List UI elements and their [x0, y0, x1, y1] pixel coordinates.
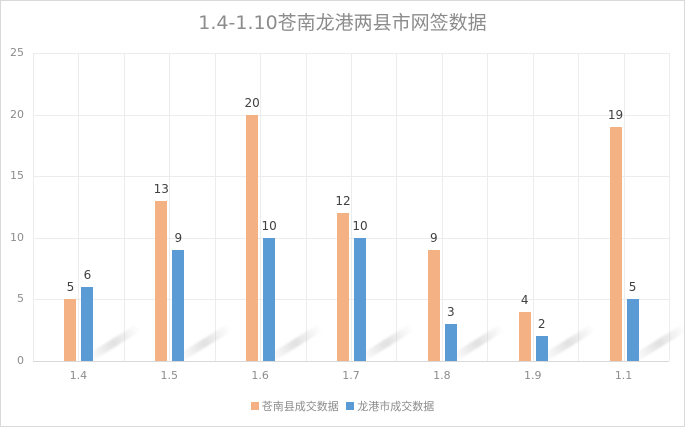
gridline-vertical: [169, 53, 170, 361]
y-tick-label: 20: [10, 107, 24, 121]
data-label: 5: [628, 280, 637, 295]
gridline-vertical: [396, 53, 397, 361]
data-label: 19: [607, 107, 624, 122]
data-label: 5: [66, 280, 75, 295]
gridline-vertical: [442, 53, 443, 361]
data-label: 10: [261, 218, 277, 233]
y-tick-label: 25: [10, 46, 24, 59]
legend-swatch-icon: [250, 402, 259, 410]
bar-cangnan[interactable]: [155, 200, 168, 361]
x-axis-line: [33, 361, 669, 362]
gridline-vertical: [260, 53, 261, 361]
x-tick-label: 1.7: [342, 369, 360, 382]
y-tick-label: 5: [17, 292, 24, 306]
y-tick-label: 10: [10, 230, 24, 244]
bar-cangnan[interactable]: [518, 311, 531, 361]
chart-title: 1.4-1.10苍南龙港两县市网签数据: [198, 12, 487, 34]
x-tick-label: 1.4: [69, 369, 88, 382]
bar-shadow: [358, 323, 415, 363]
data-label: 9: [430, 231, 438, 246]
bar-cangnan[interactable]: [246, 114, 259, 361]
gridline-vertical: [669, 53, 670, 361]
legend-item-cangnan[interactable]: 苍南县成交数据: [250, 398, 339, 414]
bar-cangnan[interactable]: [427, 250, 440, 361]
x-tick-label: 1.9: [523, 369, 542, 382]
legend-label: 苍南县成交数据: [261, 400, 339, 413]
data-label: 13: [153, 181, 169, 196]
gridline-vertical: [487, 53, 488, 361]
gridline-vertical: [578, 53, 579, 361]
data-label: 3: [447, 305, 455, 320]
bar-longgang[interactable]: [172, 250, 185, 361]
legend: 苍南县成交数据 龙港市成交数据: [0, 398, 685, 414]
gridline-vertical: [215, 53, 216, 361]
bar-cangnan[interactable]: [64, 299, 77, 361]
data-label: 12: [335, 194, 351, 209]
bar-longgang[interactable]: [81, 287, 94, 361]
y-tick-label: 0: [17, 354, 24, 367]
gridline-vertical: [533, 53, 534, 361]
data-label: 2: [537, 317, 546, 332]
data-label: 9: [174, 231, 183, 246]
data-label: 6: [83, 268, 92, 283]
bar-shadow: [177, 323, 233, 363]
data-label: 4: [520, 292, 529, 307]
bar-cangnan[interactable]: [609, 126, 622, 361]
bar-longgang[interactable]: [354, 237, 366, 361]
bar-shadow: [268, 323, 324, 363]
bar-longgang[interactable]: [263, 237, 276, 361]
legend-swatch-icon: [346, 402, 355, 410]
gridline-vertical: [624, 53, 625, 361]
x-tick-label: 1.1: [614, 369, 633, 382]
x-tick-label: 1.6: [251, 369, 269, 382]
gridline-vertical: [351, 53, 352, 361]
gridline-vertical: [306, 53, 307, 361]
gridline-vertical: [78, 53, 79, 361]
legend-item-longgang[interactable]: 龙港市成交数据: [346, 398, 434, 414]
gridline-vertical: [124, 53, 125, 361]
x-tick-label: 1.8: [433, 369, 451, 382]
gridline-vertical: [33, 53, 34, 361]
x-tick-label: 1.5: [160, 369, 179, 382]
bar-shadow: [449, 323, 505, 363]
bar-longgang[interactable]: [626, 299, 639, 361]
bar-shadow: [86, 323, 142, 363]
data-label: 10: [352, 218, 368, 233]
bar-longgang[interactable]: [444, 324, 457, 361]
y-tick-label: 15: [10, 169, 24, 183]
bar-cangnan[interactable]: [337, 213, 349, 361]
plot-area: 5 6 13 9 20 10 12 10 9 3 4 2 19 5: [33, 53, 685, 363]
data-label: 20: [244, 95, 260, 110]
legend-label: 龙港市成交数据: [357, 400, 435, 413]
bar-longgang[interactable]: [535, 336, 548, 361]
